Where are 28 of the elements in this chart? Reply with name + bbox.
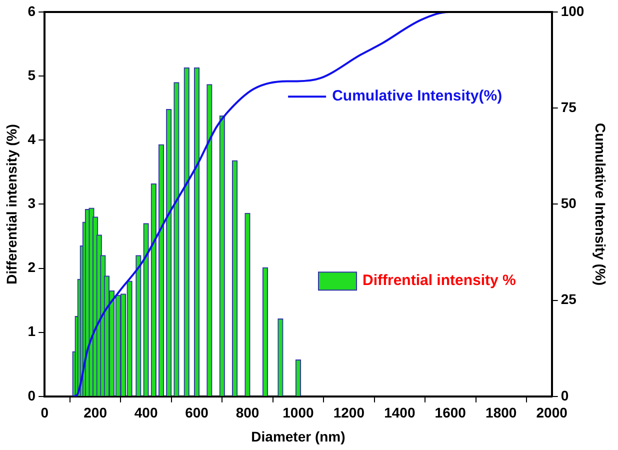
x-tick-label: 2000: [536, 404, 568, 421]
x-tick-label: 200: [84, 404, 108, 421]
y2-axis-title: Cumulative Intensity (%): [592, 122, 609, 286]
x-tick-label: 0: [40, 404, 49, 421]
x-tick-label: 1000: [282, 404, 314, 421]
y-tick-label: 4: [28, 130, 36, 147]
y-tick-label: 5: [28, 66, 36, 83]
y-tick-label: 6: [28, 2, 36, 19]
y2-tick-label: 50: [560, 195, 577, 212]
x-tick-label: 400: [134, 404, 158, 421]
legend-label: Cumulative Intensity(%): [332, 88, 502, 105]
y-tick-label: 2: [28, 259, 36, 276]
x-tick-label: 1200: [333, 404, 365, 421]
x-tick-label: 800: [236, 404, 260, 421]
x-tick-label: 1400: [384, 404, 416, 421]
x-tick-label: 1600: [434, 404, 466, 421]
y2-tick-label: 100: [560, 2, 584, 19]
x-axis-title: Diameter (nm): [251, 428, 346, 444]
x-tick-label: 600: [185, 404, 209, 421]
y-tick-label: 0: [28, 387, 36, 404]
legend-label: Diffrential intensity %: [362, 272, 516, 290]
y-tick-label: 3: [28, 195, 36, 212]
y2-tick-label: 75: [560, 98, 577, 115]
y2-tick-label: 25: [560, 291, 577, 308]
y-axis-title: Differential intensity (%): [3, 124, 20, 284]
y-tick-label: 1: [28, 323, 36, 340]
y2-tick-label: 0: [560, 387, 569, 404]
x-tick-label: 1800: [486, 404, 517, 421]
